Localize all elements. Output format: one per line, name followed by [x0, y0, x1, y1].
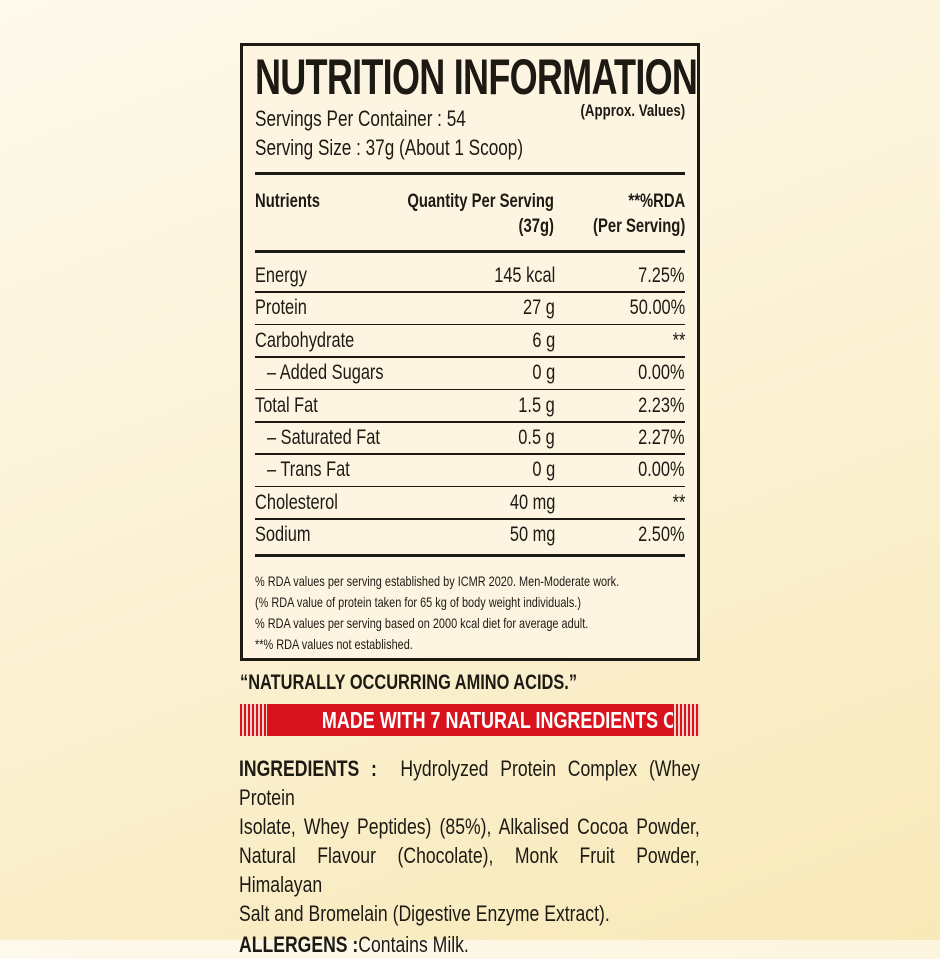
row-divider — [255, 356, 685, 358]
nutrient-rda: 2.23% — [638, 393, 685, 417]
nutrient-row: Carbohydrate 6 g ** — [255, 325, 685, 357]
nutrient-quantity: 0.5 g — [518, 426, 555, 449]
nutrient-row: – Trans Fat 0 g 0.00% — [255, 454, 685, 486]
nutrient-row: Protein 27 g 50.00% — [255, 292, 685, 324]
nutrient-name: Cholesterol — [255, 490, 338, 514]
nutrient-name: Energy — [255, 264, 307, 287]
nutrient-rda: ** — [672, 328, 685, 352]
nutrient-row: Energy 145 kcal 7.25% — [255, 260, 685, 292]
nutrient-row: Cholesterol 40 mg ** — [255, 487, 685, 519]
panel-title: NUTRITION INFORMATION — [255, 49, 698, 105]
servings-per-container: Servings Per Container : 54 — [255, 106, 466, 131]
nutrient-row: – Saturated Fat 0.5 g 2.27% — [255, 422, 685, 454]
nutrient-name: Total Fat — [255, 393, 318, 417]
nutrient-name: – Saturated Fat — [267, 426, 380, 449]
nutrient-name: – Trans Fat — [267, 458, 350, 482]
header-nutrients: Nutrients — [255, 191, 321, 212]
serving-size: Serving Size : 37g (About 1 Scoop) — [255, 135, 524, 160]
nutrient-quantity: 50 mg — [509, 523, 555, 547]
nutrition-panel: NUTRITION INFORMATION (Approx. Values) S… — [240, 43, 700, 661]
nutrient-quantity: 0 g — [532, 361, 555, 385]
ingredients-block: INGREDIENTS : Hydrolyzed Protein Complex… — [239, 754, 700, 959]
nutrient-name: Carbohydrate — [255, 328, 355, 352]
nutrient-rda: 7.25% — [638, 264, 685, 287]
nutrient-row: Sodium 50 mg 2.50% — [255, 519, 685, 551]
nutrient-rda: 0.00% — [638, 458, 685, 482]
header-rda: **%RDA (Per Serving) — [592, 191, 685, 237]
banner-text: MADE WITH 7 NATURAL INGREDIENTS ONLY — [321, 707, 673, 733]
footnote: **% RDA values not established. — [255, 636, 413, 652]
nutrient-rda: 0.00% — [638, 361, 685, 385]
row-divider — [255, 421, 685, 423]
natural-ingredients-banner: MADE WITH 7 NATURAL INGREDIENTS ONLY — [240, 704, 700, 736]
nutrient-quantity: 27 g — [523, 296, 555, 320]
row-divider — [255, 291, 685, 293]
nutrient-rda: 2.27% — [638, 426, 685, 449]
ingredients-line: Natural Flavour (Chocolate), Monk Fruit … — [239, 843, 700, 897]
ingredients-line: Salt and Bromelain (Digestive Enzyme Ext… — [239, 901, 610, 926]
nutrient-quantity: 40 mg — [509, 490, 555, 514]
footnote: (% RDA value of protein taken for 65 kg … — [255, 594, 581, 610]
footnote: % RDA values per serving based on 2000 k… — [255, 615, 589, 631]
ingredients-line: Hydrolyzed Protein Complex (Whey Protein — [239, 756, 700, 810]
nutrient-name: Protein — [255, 296, 307, 320]
row-divider — [255, 323, 685, 326]
nutrient-name: – Added Sugars — [267, 361, 384, 385]
ingredients-label: INGREDIENTS : — [239, 756, 377, 781]
divider — [255, 172, 685, 175]
nutrient-rda: 50.00% — [629, 296, 685, 320]
header-quantity: Quantity Per Serving (37g) — [407, 191, 554, 237]
nutrient-quantity: 1.5 g — [518, 393, 555, 417]
row-divider — [255, 518, 685, 520]
nutrient-name: Sodium — [255, 523, 311, 547]
nutrient-quantity: 6 g — [532, 328, 555, 352]
amino-acids-tagline: “NATURALLY OCCURRING AMINO ACIDS.” — [240, 671, 578, 694]
nutrient-row: – Added Sugars 0 g 0.00% — [255, 357, 685, 389]
allergens-label: ALLERGENS : — [239, 932, 359, 957]
row-divider — [255, 453, 685, 455]
nutrient-quantity: 145 kcal — [493, 264, 555, 287]
row-divider — [255, 485, 685, 488]
nutrient-rda: 2.50% — [638, 523, 685, 547]
divider — [255, 554, 685, 557]
nutrient-row: Total Fat 1.5 g 2.23% — [255, 390, 685, 422]
approx-values-note: (Approx. Values) — [580, 101, 685, 120]
divider — [255, 250, 685, 253]
allergens-text: Contains Milk. — [358, 932, 469, 957]
ingredients-line: Isolate, Whey Peptides) (85%), Alkalised… — [239, 814, 700, 839]
nutrient-rda: ** — [672, 490, 685, 514]
row-divider — [255, 388, 685, 391]
footnote: % RDA values per serving established by … — [255, 573, 620, 589]
nutrient-quantity: 0 g — [532, 458, 555, 482]
